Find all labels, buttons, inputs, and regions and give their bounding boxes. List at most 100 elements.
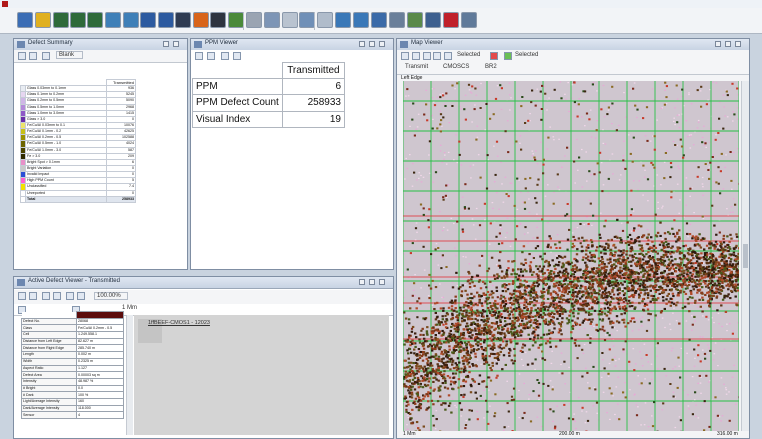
defect-marker[interactable] — [485, 286, 488, 289]
defect-marker[interactable] — [679, 263, 682, 266]
defect-marker[interactable] — [426, 326, 429, 329]
defect-marker[interactable] — [639, 267, 642, 270]
defect-marker[interactable] — [407, 365, 410, 368]
defect-marker[interactable] — [534, 197, 537, 200]
defect-marker[interactable] — [715, 262, 718, 265]
defect-marker[interactable] — [726, 269, 730, 272]
defect-marker[interactable] — [707, 301, 710, 304]
defect-marker[interactable] — [512, 280, 515, 283]
defect-marker[interactable] — [697, 283, 700, 286]
defect-marker[interactable] — [437, 365, 440, 368]
defect-marker[interactable] — [683, 269, 686, 272]
defect-marker[interactable] — [567, 262, 570, 265]
defect-marker[interactable] — [572, 292, 575, 295]
defect-marker[interactable] — [595, 249, 598, 252]
defect-marker[interactable] — [633, 320, 636, 323]
defect-marker[interactable] — [611, 102, 614, 105]
defect-marker[interactable] — [663, 260, 666, 263]
defect-marker[interactable] — [504, 320, 507, 323]
defect-marker[interactable] — [458, 335, 461, 338]
defect-marker[interactable] — [595, 270, 598, 273]
defect-marker[interactable] — [709, 261, 712, 264]
defect-marker[interactable] — [620, 241, 623, 244]
defect-marker[interactable] — [532, 271, 535, 274]
defect-marker[interactable] — [484, 347, 487, 350]
defect-marker[interactable] — [528, 301, 532, 304]
defect-marker[interactable] — [708, 295, 711, 298]
defect-marker[interactable] — [601, 318, 605, 321]
defect-marker[interactable] — [480, 331, 483, 334]
defect-marker[interactable] — [410, 366, 414, 369]
defect-marker[interactable] — [501, 300, 505, 303]
defect-marker[interactable] — [570, 285, 573, 288]
defect-marker[interactable] — [521, 346, 524, 349]
defect-marker[interactable] — [671, 263, 675, 266]
defect-marker[interactable] — [549, 279, 553, 282]
defect-marker[interactable] — [486, 270, 489, 273]
defect-marker[interactable] — [642, 285, 645, 288]
defect-marker[interactable] — [465, 349, 468, 352]
defect-marker[interactable] — [645, 288, 648, 291]
defect-marker[interactable] — [441, 254, 444, 257]
defect-marker[interactable] — [661, 280, 665, 283]
defect-marker[interactable] — [709, 246, 712, 249]
defect-marker[interactable] — [620, 238, 623, 241]
defect-marker[interactable] — [596, 292, 600, 295]
defect-marker[interactable] — [471, 85, 474, 88]
defect-marker[interactable] — [432, 380, 435, 383]
defect-marker[interactable] — [689, 271, 692, 274]
defect-marker[interactable] — [584, 280, 587, 283]
defect-marker[interactable] — [431, 370, 435, 373]
defect-marker[interactable] — [678, 257, 682, 260]
defect-marker[interactable] — [486, 410, 489, 413]
defect-marker[interactable] — [629, 269, 632, 272]
defect-marker[interactable] — [562, 308, 566, 311]
defect-marker[interactable] — [627, 289, 630, 292]
defect-marker[interactable] — [556, 173, 559, 176]
defect-marker[interactable] — [418, 429, 421, 431]
defect-marker[interactable] — [466, 325, 470, 328]
defect-marker[interactable] — [488, 302, 492, 305]
defect-marker[interactable] — [432, 343, 436, 346]
defect-marker[interactable] — [567, 287, 570, 290]
defect-marker[interactable] — [553, 323, 556, 326]
defect-marker[interactable] — [609, 261, 612, 264]
defect-marker[interactable] — [493, 353, 496, 356]
defect-marker[interactable] — [679, 376, 682, 379]
defect-marker[interactable] — [730, 276, 733, 279]
defect-marker[interactable] — [646, 243, 650, 246]
defect-marker[interactable] — [540, 304, 543, 307]
defect-marker[interactable] — [675, 304, 678, 307]
defect-marker[interactable] — [418, 367, 421, 370]
defect-marker[interactable] — [654, 213, 657, 216]
defect-marker[interactable] — [417, 378, 420, 381]
defect-marker[interactable] — [465, 352, 468, 355]
defect-marker[interactable] — [437, 247, 440, 249]
defect-marker[interactable] — [591, 306, 594, 309]
defect-marker[interactable] — [564, 274, 568, 277]
defect-marker[interactable] — [654, 234, 658, 237]
defect-marker[interactable] — [711, 244, 715, 247]
defect-marker[interactable] — [433, 308, 436, 311]
defect-marker[interactable] — [557, 331, 561, 334]
defect-marker[interactable] — [449, 358, 453, 361]
defect-marker[interactable] — [662, 242, 665, 245]
defect-marker[interactable] — [724, 254, 727, 257]
defect-marker[interactable] — [436, 363, 439, 366]
defect-marker[interactable] — [497, 315, 500, 318]
defect-marker[interactable] — [573, 301, 577, 304]
defect-marker[interactable] — [422, 317, 425, 320]
defect-marker[interactable] — [510, 293, 514, 296]
defect-marker[interactable] — [469, 308, 473, 311]
defect-marker[interactable] — [628, 360, 631, 363]
defect-marker[interactable] — [492, 333, 495, 336]
defect-marker[interactable] — [424, 317, 428, 320]
defect-marker[interactable] — [480, 319, 483, 322]
defect-marker[interactable] — [595, 296, 598, 299]
defect-marker[interactable] — [558, 300, 561, 303]
defect-marker[interactable] — [432, 355, 436, 358]
defect-marker[interactable] — [594, 278, 597, 281]
defect-marker[interactable] — [523, 315, 526, 318]
defect-marker[interactable] — [551, 296, 554, 299]
defect-marker[interactable] — [554, 296, 558, 299]
